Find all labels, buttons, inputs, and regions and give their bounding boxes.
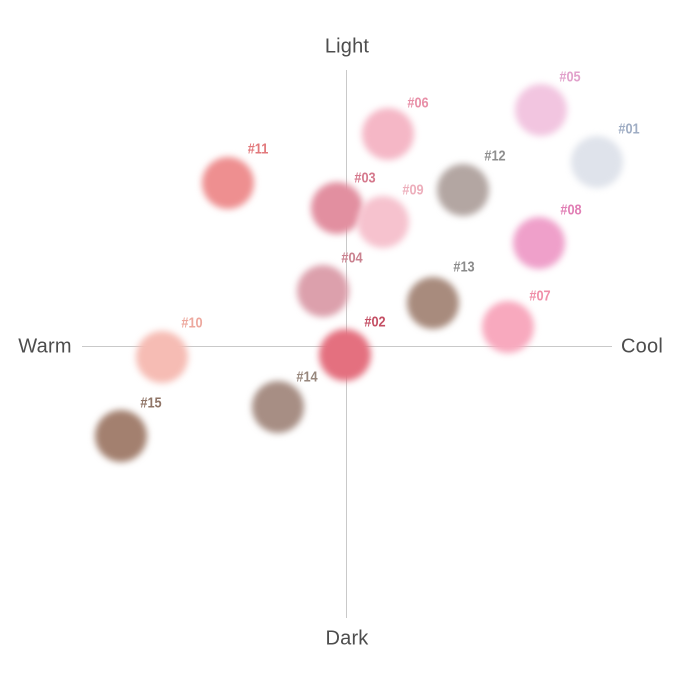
- swatch-label-15: #15: [140, 394, 162, 412]
- swatch-label-06: #06: [407, 94, 429, 112]
- swatch-label-11: #11: [247, 140, 269, 158]
- swatch-dot-11: [202, 157, 254, 209]
- swatch-dot-08: [513, 217, 565, 269]
- swatch-dot-14: [252, 381, 304, 433]
- swatch-dot-13: [407, 277, 459, 329]
- swatch-label-08: #08: [560, 201, 582, 219]
- swatch-label-02: #02: [364, 313, 386, 331]
- swatch-dot-04: [297, 265, 349, 317]
- swatch-dot-12: [437, 164, 489, 216]
- swatch-label-05: #05: [559, 68, 581, 86]
- swatch-dot-03: [311, 182, 363, 234]
- swatch-label-09: #09: [402, 181, 424, 199]
- swatch-dot-02: [319, 329, 371, 381]
- swatch-label-04: #04: [341, 249, 363, 267]
- swatch-label-13: #13: [453, 258, 475, 276]
- swatch-dot-07: [482, 301, 534, 353]
- swatch-label-12: #12: [484, 147, 506, 165]
- swatch-label-10: #10: [181, 314, 203, 332]
- swatch-label-14: #14: [296, 368, 318, 386]
- swatch-dot-05: [515, 84, 567, 136]
- axis-label-light: Light: [324, 35, 370, 58]
- axis-label-dark: Dark: [325, 627, 369, 650]
- swatch-dot-10: [136, 331, 188, 383]
- axis-label-warm: Warm: [18, 335, 72, 358]
- swatch-dot-09: [357, 196, 409, 248]
- axis-label-cool: Cool: [621, 335, 663, 358]
- swatch-label-01: #01: [618, 120, 640, 138]
- swatch-dot-06: [362, 108, 414, 160]
- swatch-dot-15: [95, 410, 147, 462]
- swatch-label-03: #03: [354, 169, 376, 187]
- swatch-dot-01: [571, 136, 623, 188]
- swatch-label-07: #07: [529, 287, 551, 305]
